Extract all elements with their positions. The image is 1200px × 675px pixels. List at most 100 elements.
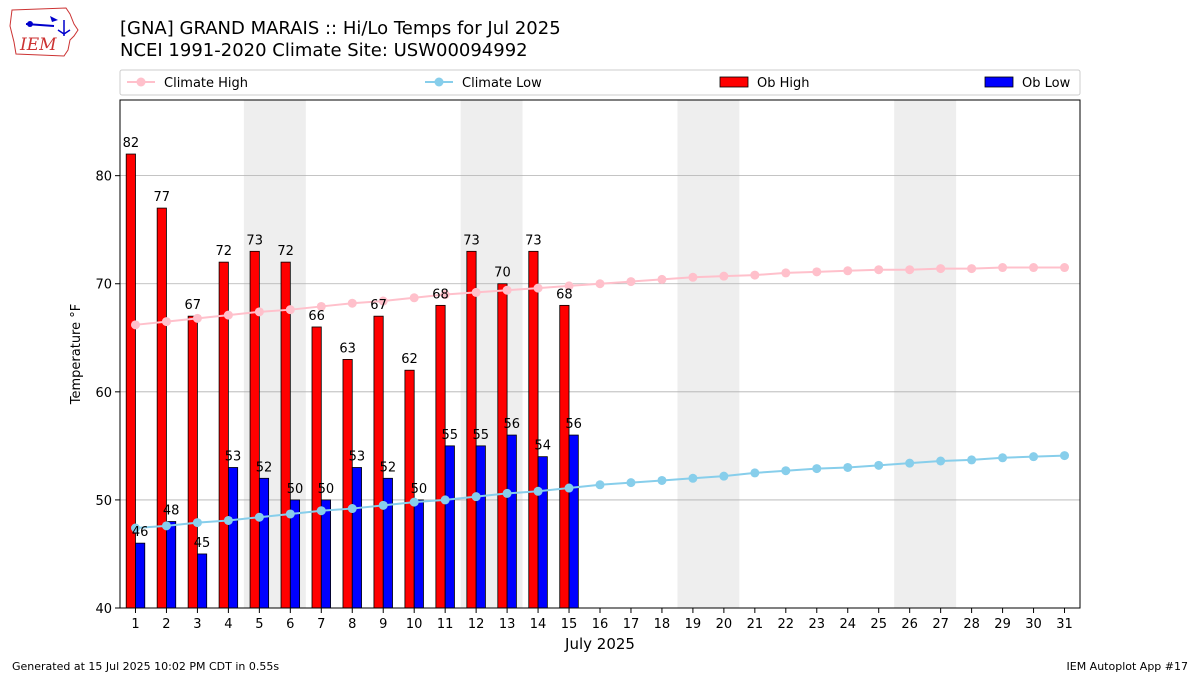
ob-high-label: 63 [339,341,356,356]
climate-high-point [161,317,171,327]
ob-high-legend-swatch [719,76,749,88]
climate-low-point [998,453,1008,463]
climate-high-point [533,283,543,293]
ob-low-bar [475,445,486,609]
ob-low-label: 50 [318,482,335,497]
footer-app-text: IEM Autoplot App #17 [1066,660,1189,673]
ob-low-bar [166,521,177,609]
climate-high-point [471,287,481,297]
ob-high-bar [559,304,570,609]
climate-high-point [657,274,667,284]
x-tick-label: 30 [1025,617,1042,632]
x-tick-label: 16 [592,617,609,632]
climate-high-point [223,310,233,320]
climate-low-point [905,458,915,468]
climate-low-point [502,488,512,498]
y-tick-label: 60 [95,386,112,401]
x-tick-label: 1 [131,617,139,632]
ob-high-label: 70 [494,266,511,281]
climate-high-point [998,263,1008,273]
weekend-shade [894,100,957,608]
climate-high-legend-label: Climate High [164,76,248,91]
chart-subtitle: NCEI 1991-2020 Climate Site: USW00094992 [120,40,528,61]
climate-high-point [130,320,140,330]
ob-high-label: 68 [556,287,573,302]
logo: IEM [8,6,80,62]
x-tick-label: 11 [437,617,454,632]
ob-low-bar [382,477,393,609]
x-tick-label: 2 [162,617,170,632]
y-tick-label: 50 [95,494,112,509]
ob-high-bar [497,283,508,609]
x-tick-label: 26 [901,617,918,632]
climate-high-point [347,298,357,308]
ob-low-label: 53 [349,449,366,464]
ob-high-label: 67 [370,298,387,313]
climate-low-point [874,460,884,470]
x-tick-label: 23 [809,617,826,632]
climate-high-point [1060,263,1070,273]
climate-low-point [812,464,822,474]
climate-low-point [781,466,791,476]
climate-low-point [130,523,140,533]
ob-low-bar [320,499,331,609]
ob-high-bar [187,315,198,609]
ob-high-bar [249,250,260,609]
x-tick-label: 14 [530,617,547,632]
x-tick-label: 19 [685,617,702,632]
y-tick-label: 80 [95,170,112,185]
x-axis-label: July 2025 [564,635,635,653]
climate-low-point [719,471,729,481]
climate-high-point [781,268,791,278]
climate-low-point [440,495,450,505]
ob-high-label: 82 [123,136,140,151]
footer-generated-text: Generated at 15 Jul 2025 10:02 PM CDT in… [12,660,280,673]
ob-high-bar [342,359,353,609]
ob-high-bar [156,207,167,609]
ob-high-label: 73 [525,233,542,248]
climate-low-point [750,468,760,478]
ob-high-legend-label: Ob High [757,76,810,91]
x-tick-label: 3 [193,617,201,632]
ob-low-label: 48 [163,504,180,519]
x-tick-label: 12 [468,617,485,632]
climate-low-point [1060,451,1070,461]
ob-high-label: 72 [215,244,232,259]
ob-high-bar [528,250,539,609]
ob-low-bar [506,434,517,609]
climate-low-point [657,475,667,485]
climate-high-point [688,272,698,282]
climate-low-point [967,455,977,465]
legend: Climate High Climate Low Ob High Ob Low [119,69,1081,96]
x-tick-label: 24 [839,617,856,632]
climate-high-point [812,267,822,277]
climate-high-point [409,293,419,303]
ob-high-label: 73 [463,233,480,248]
ob-low-label: 50 [411,482,428,497]
legend-box [119,69,1081,96]
climate-high-point [750,270,760,280]
x-tick-label: 15 [561,617,578,632]
ob-low-bar [537,456,548,609]
ob-high-label: 72 [277,244,294,259]
climate-low-point [564,483,574,493]
climate-low-point [936,456,946,466]
ob-low-label: 46 [132,525,149,540]
ob-low-label: 50 [287,482,304,497]
climate-high-point [843,266,853,276]
x-tick-label: 9 [379,617,387,632]
climate-high-point [936,264,946,274]
x-tick-label: 18 [654,617,671,632]
ob-low-bar [444,445,455,609]
logo-text: IEM [19,35,57,55]
x-tick-label: 28 [963,617,980,632]
ob-low-label: 54 [534,439,551,454]
x-tick-label: 29 [994,617,1011,632]
temperature-chart: 8277677273726663676268737073684648455352… [69,69,1081,653]
x-tick-label: 27 [932,617,949,632]
y-axis-label: Temperature °F [69,304,84,405]
climate-low-legend-label: Climate Low [462,76,542,91]
x-tick-label: 20 [716,617,733,632]
climate-high-point [285,305,295,315]
ob-low-label: 53 [225,449,242,464]
